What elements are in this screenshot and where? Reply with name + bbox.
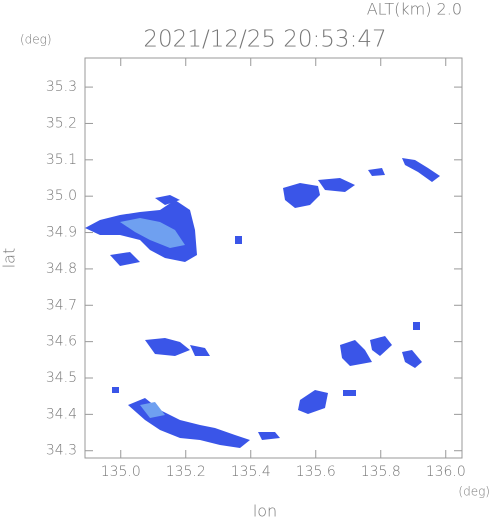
y-unit: (deg): [20, 33, 52, 47]
y-tick-label: 34.4: [46, 406, 77, 422]
y-tick-label: 34.6: [46, 334, 77, 350]
y-tick-label: 35.3: [46, 79, 77, 95]
y-axis-label: lat: [0, 248, 19, 269]
x-tick-label: 135.2: [166, 464, 206, 480]
x-tick-label: 135.0: [101, 464, 141, 480]
y-tick-label: 34.8: [46, 261, 77, 277]
x-tick-label: 136.0: [426, 464, 466, 480]
echo: [368, 168, 385, 176]
x-unit: (deg): [458, 485, 490, 499]
x-axis-label: lon: [253, 502, 277, 521]
y-tick-label: 35.0: [46, 188, 77, 204]
echo: [298, 390, 328, 414]
y-tick-label: 34.3: [46, 443, 77, 459]
y-tick-label: 35.1: [46, 152, 77, 168]
echo: [145, 338, 190, 356]
x-tick-label: 135.8: [361, 464, 401, 480]
chart-title: 2021/12/25 20:53:47: [143, 27, 386, 53]
echo: [140, 402, 165, 418]
echo: [402, 350, 422, 368]
echo: [258, 432, 280, 440]
y-tick-label: 34.7: [46, 297, 77, 313]
radar-echoes: [85, 158, 440, 448]
y-tick-label: 34.9: [46, 225, 77, 241]
echo: [340, 340, 372, 366]
echo: [318, 178, 355, 192]
echo: [112, 387, 119, 393]
echo: [110, 252, 140, 266]
echo: [370, 336, 392, 356]
altitude-label: ALT(km) 2.0: [367, 0, 462, 19]
y-tick-label: 34.5: [46, 370, 77, 386]
echo: [190, 345, 210, 356]
echo: [402, 158, 440, 182]
echo: [413, 322, 420, 330]
echo: [283, 183, 320, 208]
echo: [235, 236, 242, 244]
x-tick-label: 135.6: [296, 464, 336, 480]
echo: [155, 195, 180, 205]
x-tick-label: 135.4: [231, 464, 271, 480]
y-tick-label: 35.2: [46, 115, 77, 131]
plot-frame: [84, 57, 463, 459]
echo: [120, 218, 185, 248]
echo: [343, 390, 356, 396]
